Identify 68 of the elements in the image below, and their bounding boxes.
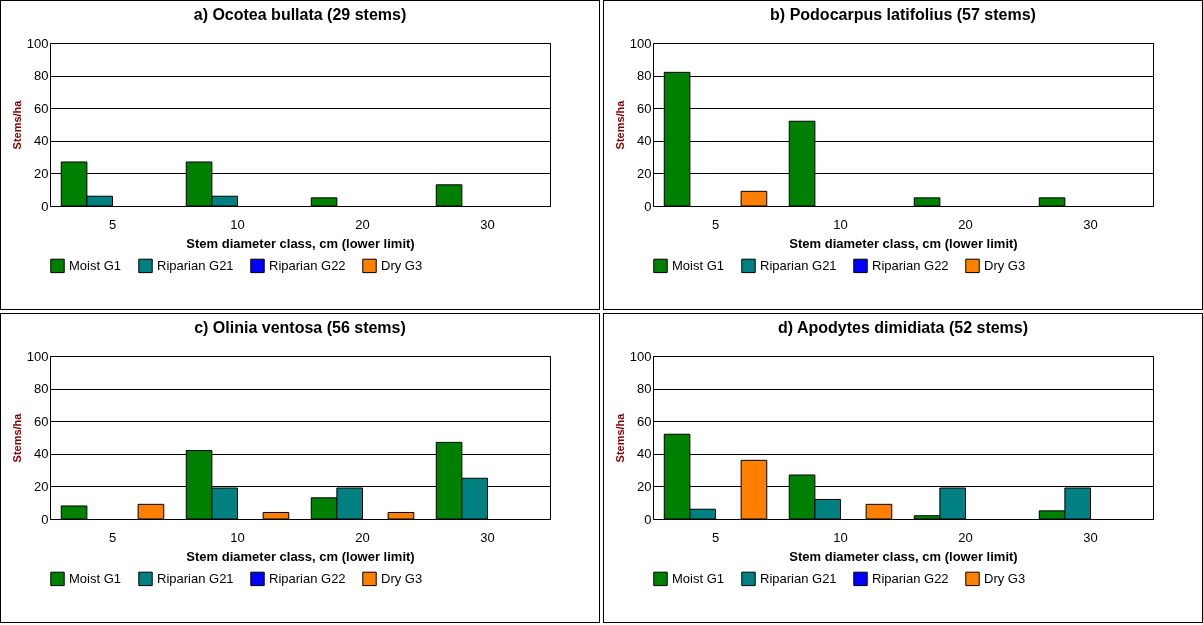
y-axis-title: Stems/ha: [10, 99, 23, 150]
legend-label: Dry G3: [381, 570, 423, 586]
legend-label: Riparian G22: [269, 570, 346, 586]
legend-label: Riparian G22: [872, 570, 949, 586]
x-tick-label: 10: [230, 529, 245, 545]
y-tick-label: 60: [34, 100, 49, 116]
x-tick-label: 10: [230, 216, 245, 232]
y-tick-label: 40: [637, 446, 652, 462]
legend-label: Moist G1: [672, 257, 725, 273]
y-tick-label: 40: [34, 446, 49, 462]
y-tick-label: 100: [26, 348, 49, 364]
x-tick-label: 5: [711, 529, 720, 545]
legend-label: Riparian G22: [872, 257, 949, 273]
y-tick-label: 60: [637, 413, 652, 429]
x-axis-title: Stem diameter class, cm (lower limit): [789, 548, 1018, 564]
legend-label: Riparian G21: [760, 257, 837, 273]
y-axis-title: Stems/ha: [613, 412, 626, 463]
x-tick-label: 10: [833, 216, 848, 232]
x-tick-label: 20: [958, 529, 973, 545]
y-tick-label: 80: [637, 68, 652, 84]
legend-label: Dry G3: [984, 570, 1026, 586]
y-tick-label: 20: [637, 478, 652, 494]
y-tick-label: 60: [34, 413, 49, 429]
legend-label: Dry G3: [984, 257, 1026, 273]
y-tick-label: 60: [637, 100, 652, 116]
y-axis-title: Stems/ha: [613, 99, 626, 150]
y-tick-label: 100: [26, 35, 49, 51]
x-tick-label: 5: [108, 216, 117, 232]
legend-label: Moist G1: [672, 570, 725, 586]
y-tick-label: 20: [34, 478, 49, 494]
y-tick-label: 0: [41, 198, 49, 214]
x-tick-label: 5: [108, 529, 117, 545]
y-tick-label: 100: [629, 348, 652, 364]
y-tick-label: 80: [34, 68, 49, 84]
y-tick-label: 0: [644, 198, 652, 214]
legend-label: Moist G1: [69, 257, 122, 273]
y-tick-label: 0: [644, 511, 652, 527]
y-tick-label: 40: [637, 133, 652, 149]
x-tick-label: 30: [480, 529, 495, 545]
legend-label: Moist G1: [69, 570, 122, 586]
y-tick-label: 40: [34, 133, 49, 149]
x-tick-label: 5: [711, 216, 720, 232]
y-tick-label: 0: [41, 511, 49, 527]
x-tick-label: 30: [1083, 216, 1098, 232]
x-tick-label: 30: [1083, 529, 1098, 545]
x-tick-label: 20: [958, 216, 973, 232]
legend-label: Dry G3: [381, 257, 423, 273]
x-tick-label: 20: [355, 529, 370, 545]
y-tick-label: 20: [34, 165, 49, 181]
y-axis-title: Stems/ha: [10, 412, 23, 463]
legend-label: Riparian G21: [157, 570, 234, 586]
legend-label: Riparian G22: [269, 257, 346, 273]
x-axis-title: Stem diameter class, cm (lower limit): [186, 235, 415, 251]
x-axis-title: Stem diameter class, cm (lower limit): [789, 235, 1018, 251]
y-tick-label: 20: [637, 165, 652, 181]
legend-label: Riparian G21: [157, 257, 234, 273]
y-tick-label: 80: [34, 381, 49, 397]
chart-title: b) Podocarpus latifolius (57 stems): [770, 6, 1036, 23]
chart-title: c) Olinia ventosa (56 stems): [194, 319, 406, 336]
x-axis-title: Stem diameter class, cm (lower limit): [186, 548, 415, 564]
x-tick-label: 20: [355, 216, 370, 232]
y-tick-label: 80: [637, 381, 652, 397]
x-tick-label: 30: [480, 216, 495, 232]
legend-label: Riparian G21: [760, 570, 837, 586]
chart-title: a) Ocotea bullata (29 stems): [193, 6, 407, 23]
x-tick-label: 10: [833, 529, 848, 545]
chart-title: d) Apodytes dimidiata (52 stems): [777, 319, 1029, 336]
y-tick-label: 100: [629, 35, 652, 51]
